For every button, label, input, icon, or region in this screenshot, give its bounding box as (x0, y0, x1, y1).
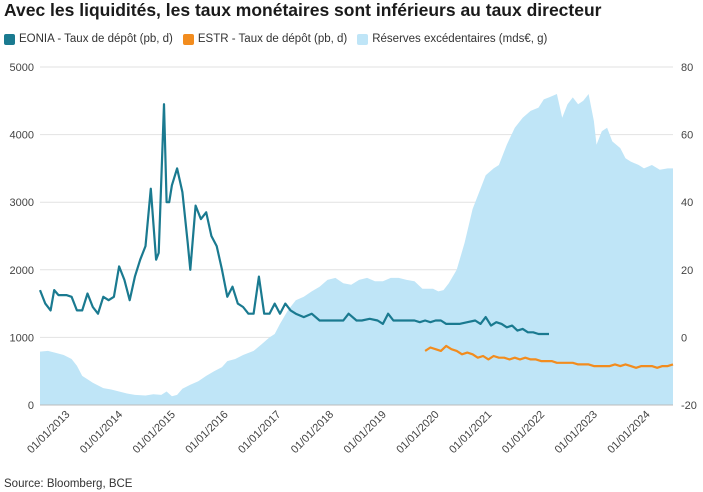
legend-item-estr[interactable]: ESTR - Taux de dépôt (pb, d) (182, 33, 348, 45)
y-left-tick-label: 5000 (10, 62, 34, 74)
x-tick-label: 01/01/2017 (236, 409, 283, 456)
legend-label-reserves: Réserves excédentaires (mds€, g) (372, 33, 548, 45)
series-line-estr (424, 344, 674, 369)
x-tick-label: 01/01/2013 (25, 409, 72, 456)
y-right-tick-label: 20 (681, 265, 693, 277)
y-right-tick-label: -20 (681, 400, 697, 412)
x-tick-label: 01/01/2019 (342, 409, 389, 456)
x-tick-label: 01/01/2021 (447, 409, 494, 456)
y-left-tick-label: 4000 (10, 130, 34, 142)
y-right-tick-label: 40 (681, 197, 693, 209)
legend-label-eonia: EONIA - Taux de dépôt (pb, d) (19, 33, 173, 45)
y-left-tick-label: 1000 (10, 332, 34, 344)
y-right-tick-label: 80 (681, 62, 693, 74)
x-tick-label: 01/01/2022 (500, 409, 547, 456)
chart-title: Avec les liquidités, les taux monétaires… (4, 0, 602, 20)
x-tick-label: 01/01/2014 (78, 409, 125, 456)
legend-swatch-estr (182, 33, 194, 45)
x-tick-label: 01/01/2016 (183, 409, 230, 456)
y-left-tick-label: 3000 (10, 197, 34, 209)
x-tick-label: 01/01/2024 (605, 409, 652, 456)
y-left-tick-label: 0 (28, 400, 34, 412)
x-tick-label: 01/01/2018 (289, 409, 336, 456)
legend-label-estr: ESTR - Taux de dépôt (pb, d) (197, 33, 348, 45)
series-line-eonia (38, 103, 549, 336)
legend-swatch-eonia (4, 33, 15, 45)
y-right-tick-label: 60 (681, 130, 693, 142)
legend: EONIA - Taux de dépôt (pb, d) ESTR - Tau… (4, 33, 547, 45)
legend-item-reserves[interactable]: Réserves excédentaires (mds€, g) (357, 33, 547, 45)
source-note: Source: Bloomberg, BCE (4, 478, 133, 490)
y-right-tick-label: 0 (681, 332, 687, 344)
legend-swatch-reserves (357, 33, 369, 45)
x-tick-label: 01/01/2020 (394, 409, 441, 456)
x-tick-label: 01/01/2015 (131, 409, 178, 456)
series-area-reserves (40, 94, 673, 405)
x-tick-label: 01/01/2023 (553, 409, 600, 456)
y-left-tick-label: 2000 (10, 265, 34, 277)
legend-item-eonia[interactable]: EONIA - Taux de dépôt (pb, d) (4, 33, 173, 45)
